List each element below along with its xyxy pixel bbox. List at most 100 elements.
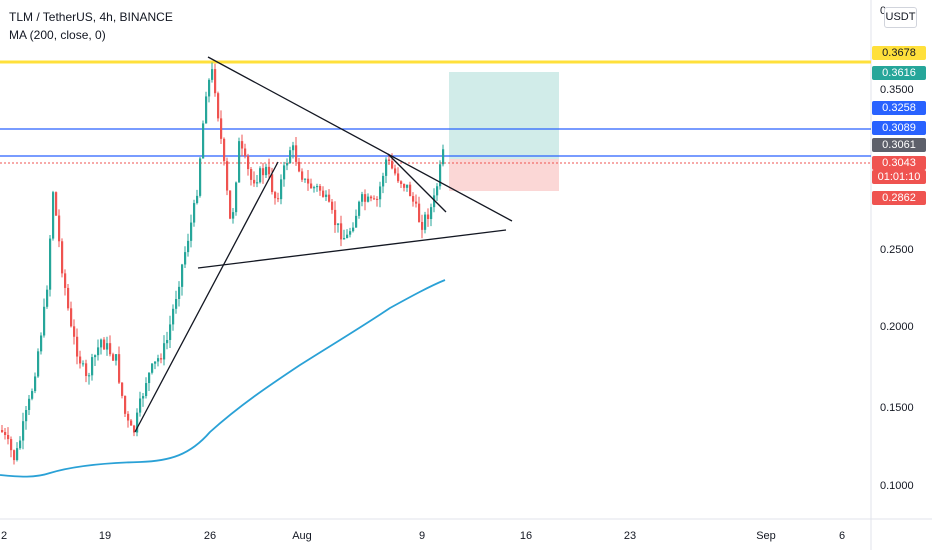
candle-body (343, 237, 346, 240)
candle-body (295, 145, 298, 162)
candle-body (1, 430, 4, 433)
candle-body (103, 339, 106, 350)
candle-body (361, 194, 364, 202)
resistance-price-badge: 0.3678 (872, 46, 926, 60)
line-price-badge: 0.3089 (872, 121, 926, 135)
candle-body (67, 287, 70, 309)
candle-body (379, 186, 382, 200)
candle-body (145, 383, 148, 397)
candle-body (370, 196, 373, 199)
candle-body (118, 354, 121, 383)
candle-body (49, 238, 52, 290)
candle-body (277, 198, 280, 200)
candle-body (253, 179, 256, 184)
candle-body (418, 203, 421, 222)
candle-body (133, 425, 136, 433)
candle-body (286, 163, 289, 166)
candle-body (190, 222, 193, 241)
candle-body (244, 148, 247, 156)
candle-body (385, 159, 388, 176)
candle-body (298, 161, 301, 172)
candle-body (316, 185, 319, 188)
candle-body (208, 79, 211, 97)
candle-body (367, 196, 370, 202)
candle-body (55, 192, 58, 216)
candle-body (292, 145, 295, 151)
candle-body (79, 356, 82, 364)
candle-body (340, 223, 343, 240)
trendline-drawings[interactable] (134, 56, 513, 433)
x-tick-label: 19 (99, 530, 111, 542)
symbol-title[interactable]: TLM / TetherUS, 4h, BINANCE (9, 10, 173, 24)
candle-body (241, 141, 244, 149)
candle-body (13, 450, 16, 461)
candle-body (214, 69, 217, 94)
candle-body (442, 149, 445, 165)
candle-body (259, 168, 262, 183)
candle-body (337, 223, 340, 226)
indicator-label[interactable]: MA (200, close, 0) (9, 28, 106, 42)
candle-body (265, 166, 268, 176)
candle-body (250, 169, 253, 180)
take-profit-zone[interactable] (449, 72, 559, 159)
candle-body (373, 198, 376, 200)
candle-body (325, 194, 328, 197)
candle-body (283, 165, 286, 180)
candle-body (289, 150, 292, 164)
candle-body (412, 196, 415, 202)
ma-200-line[interactable] (0, 279, 446, 478)
candle-body (349, 231, 352, 235)
candle-body (28, 398, 31, 411)
candle-body (40, 335, 43, 352)
candle-body (112, 354, 115, 361)
candle-body (328, 194, 331, 202)
axis-top-label: 0 (880, 5, 886, 17)
candle-body (262, 168, 265, 176)
candle-body (202, 123, 205, 159)
candle-body (7, 434, 10, 440)
candle-body (331, 201, 334, 210)
candle-body (148, 372, 151, 384)
candlestick-series (1, 62, 445, 465)
candle-body (82, 363, 85, 365)
bar-countdown-badge: 01:01:10 (872, 170, 926, 184)
candle-body (433, 195, 436, 208)
y-tick-label: 0.3500 (880, 84, 914, 96)
triangle-support-line[interactable] (197, 229, 507, 269)
candle-body (364, 194, 367, 202)
candle-body (322, 190, 325, 197)
x-tick-label: 16 (520, 530, 532, 542)
target-price-badge: 0.3616 (872, 66, 926, 80)
candle-body (406, 184, 409, 188)
candle-body (187, 240, 190, 253)
candle-body (421, 221, 424, 230)
time-axis[interactable]: 2 19 26 Aug 9 16 23 Sep 6 (1, 530, 845, 542)
candle-body (16, 448, 19, 461)
ascending-trendline[interactable] (134, 161, 279, 433)
candle-body (4, 432, 7, 435)
candle-body (58, 215, 61, 242)
x-tick-label: 9 (419, 530, 425, 542)
candle-body (403, 183, 406, 188)
candle-body (43, 306, 46, 336)
candle-body (397, 173, 400, 182)
candle-body (211, 69, 214, 80)
candle-body (130, 420, 133, 426)
candle-body (34, 376, 37, 392)
candle-body (181, 264, 184, 287)
candle-body (142, 396, 145, 399)
price-axis[interactable]: 0.3500 0.2500 0.2000 0.1500 0.1000 (880, 84, 914, 492)
candle-body (52, 192, 55, 239)
currency-unit-button[interactable]: USDT (884, 7, 917, 28)
stop-price-badge: 0.2862 (872, 191, 926, 205)
candle-body (223, 138, 226, 162)
candle-body (106, 343, 109, 350)
inner-trendline[interactable] (387, 153, 447, 213)
descending-trendline[interactable] (207, 56, 513, 222)
candle-body (232, 212, 235, 219)
candle-body (352, 227, 355, 232)
candle-body (46, 289, 49, 307)
entry-price-badge: 0.3061 (872, 138, 926, 152)
stop-loss-zone[interactable] (449, 159, 559, 191)
